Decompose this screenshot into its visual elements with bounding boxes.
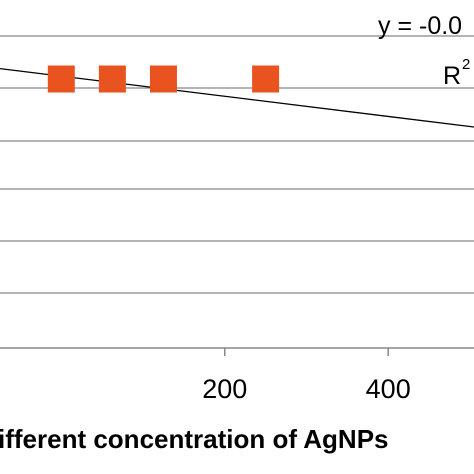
x-axis-title: ifferent concentration of AgNPs [0, 424, 389, 454]
chart-text: y = -0.0 R 2 ifferent concentration of A… [0, 12, 470, 454]
trendline-layer [0, 67, 474, 128]
x-axis: 200 400 [0, 347, 474, 404]
r-squared-label: R [443, 62, 461, 90]
gridlines [0, 35, 474, 294]
x-tick-label: 400 [366, 374, 411, 404]
data-point [149, 65, 177, 93]
data-point [47, 65, 75, 93]
x-tick-label: 200 [202, 374, 247, 404]
data-point [252, 65, 280, 93]
trendline [0, 67, 474, 128]
data-point [98, 65, 126, 93]
r-squared-superscript: 2 [462, 56, 470, 73]
trendline-equation: y = -0.0 [378, 12, 462, 40]
data-points [47, 65, 280, 93]
